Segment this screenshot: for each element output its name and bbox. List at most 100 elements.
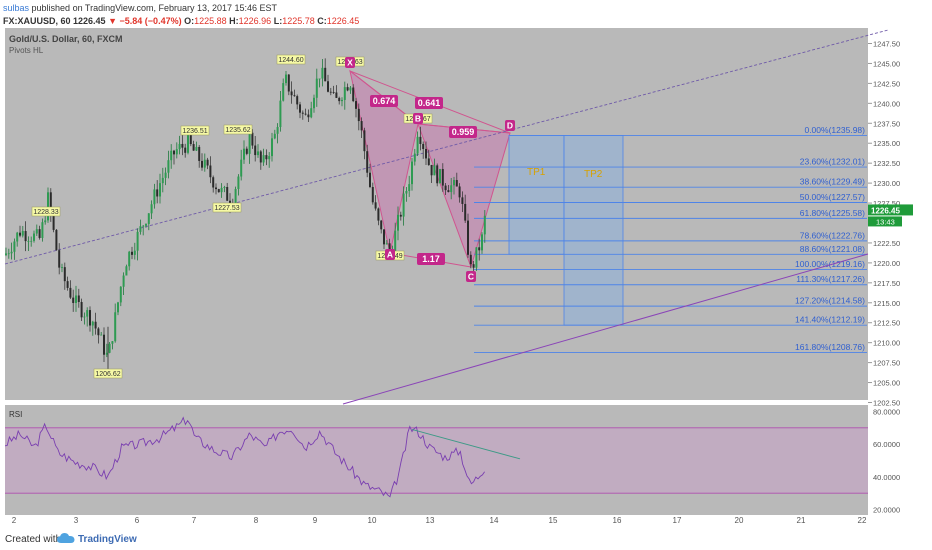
point-label-B: B xyxy=(415,114,421,124)
candle-body xyxy=(402,193,405,217)
ratio-badge xyxy=(415,97,443,109)
x-tick-label: 2 xyxy=(12,516,17,525)
candle-body xyxy=(240,159,243,177)
point-label-C: C xyxy=(468,272,474,282)
candle-body xyxy=(458,186,461,198)
x-tick-label: 16 xyxy=(613,516,622,525)
candle-body xyxy=(355,101,357,109)
candle-body xyxy=(271,138,273,157)
chart-canvas[interactable]: TP1 TP2 0.00%(1235.98) 23.60%(1232.01) 38.60… xyxy=(0,28,932,526)
candle-body xyxy=(397,214,399,231)
point-badge xyxy=(505,120,515,131)
tradingview-brand[interactable]: TradingView xyxy=(78,534,137,545)
candle-body xyxy=(388,243,391,255)
candle-body xyxy=(332,92,335,93)
candle-body xyxy=(287,74,290,92)
fib-label: 23.60%(1232.01) xyxy=(800,157,865,167)
ratio-label: 0.674 xyxy=(373,96,396,106)
candle-body xyxy=(153,189,156,205)
main-pane xyxy=(5,28,868,400)
candle-body xyxy=(273,133,276,139)
y-tick-label: 1207.50 xyxy=(873,359,900,368)
candle-body xyxy=(416,136,419,154)
candle-body xyxy=(433,165,436,176)
candle-body xyxy=(41,222,44,238)
solid-trendline xyxy=(342,253,869,405)
candle-body xyxy=(19,232,21,236)
candle-body xyxy=(481,234,483,251)
candle-body xyxy=(159,183,161,197)
fib-price: 1217.26 xyxy=(831,274,862,284)
y-tick-label: 1210.00 xyxy=(873,339,900,348)
candle-body xyxy=(226,186,229,201)
fib-label: 127.20%(1214.58) xyxy=(795,296,865,306)
candle-body xyxy=(122,275,125,287)
candle-body xyxy=(357,108,360,122)
candle-body xyxy=(335,92,338,98)
low-label: L: xyxy=(273,16,283,26)
rsi-line xyxy=(4,416,485,498)
candle-body xyxy=(119,286,122,303)
candle-body xyxy=(399,214,402,217)
candle-body xyxy=(89,310,91,326)
candle-body xyxy=(296,96,299,105)
point-badge xyxy=(413,113,423,124)
author-link[interactable]: sulbas xyxy=(3,3,30,13)
candle-body xyxy=(133,250,136,255)
candle-body xyxy=(453,180,455,186)
fib-label: 50.00%(1227.57) xyxy=(800,192,865,202)
candle-body xyxy=(464,203,467,221)
candle-body xyxy=(279,100,282,128)
candle-body xyxy=(467,220,469,255)
point-badge xyxy=(345,57,355,68)
fib-ratio: 161.80% xyxy=(795,342,829,352)
candle-body xyxy=(436,165,439,184)
fib-price: 1212.19 xyxy=(831,315,862,325)
candle-body xyxy=(257,151,259,156)
candle-body xyxy=(13,241,16,252)
candle-body xyxy=(131,251,133,255)
pivot-badge xyxy=(223,124,253,135)
candle-body xyxy=(282,83,285,101)
candles xyxy=(5,58,486,370)
fib-ratio: 0.00% xyxy=(804,125,829,135)
fib-price: 1214.58 xyxy=(831,296,862,306)
y-tick-label: 1242.50 xyxy=(873,79,900,88)
candle-body xyxy=(69,287,72,298)
candle-body xyxy=(47,192,49,221)
candle-body xyxy=(173,150,175,155)
pivot-label: 1227.53 xyxy=(214,205,239,212)
x-tick-label: 15 xyxy=(549,516,558,525)
candle-body xyxy=(111,341,114,344)
candle-body xyxy=(394,230,397,254)
rsi-trendline xyxy=(411,429,521,460)
candle-body xyxy=(343,87,346,100)
candle-body xyxy=(184,147,187,153)
rsi-tick-label: 80.0000 xyxy=(873,408,900,417)
fib-ratio: 100.00% xyxy=(795,259,829,269)
candle-body xyxy=(178,143,181,150)
close-label: C: xyxy=(317,16,327,26)
candle-body xyxy=(237,176,240,190)
candle-body xyxy=(206,159,209,166)
candle-body xyxy=(223,186,226,188)
price-axis xyxy=(868,28,932,526)
y-tick-label: 1230.00 xyxy=(873,179,900,188)
ratio-badge xyxy=(417,253,445,265)
created-with-label: Created with xyxy=(5,534,62,545)
candle-body xyxy=(61,267,63,268)
candle-body xyxy=(405,190,408,194)
fib-ratio: 23.60% xyxy=(800,157,829,167)
candle-body xyxy=(72,297,75,303)
high-value: 1226.96 xyxy=(238,16,272,26)
countdown-badge xyxy=(868,216,902,227)
candle-body xyxy=(380,220,383,230)
candle-body xyxy=(201,160,203,168)
tp2-box xyxy=(563,135,624,326)
candle-body xyxy=(441,169,444,186)
candle-body xyxy=(147,213,150,224)
fib-price: 1225.58 xyxy=(831,208,862,218)
y-tick-label: 1240.00 xyxy=(873,99,900,108)
candle-body xyxy=(329,91,332,93)
candle-body xyxy=(86,310,89,317)
